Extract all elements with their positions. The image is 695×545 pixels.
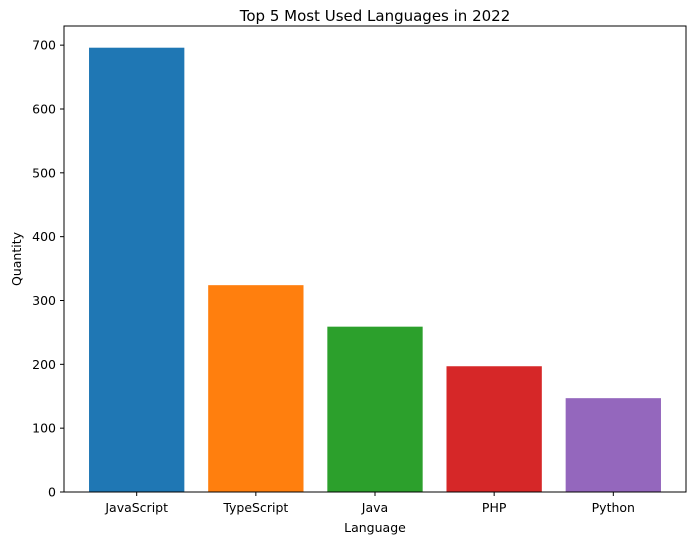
bar-javascript [89,47,185,493]
y-tick-label: 500 [32,165,56,180]
bar-python [565,398,661,492]
y-axis: 0 100 200 300 400 500 600 700 [32,38,64,500]
y-axis-label: Quantity [9,231,24,286]
x-tick-label: TypeScript [222,500,288,515]
x-tick-label: Java [361,500,388,515]
y-tick-label: 0 [48,485,56,500]
x-axis-label: Language [344,520,406,535]
y-tick-label: 400 [32,229,56,244]
y-tick-label: 700 [32,38,56,53]
chart-title: Top 5 Most Used Languages in 2022 [239,7,511,25]
y-tick-label: 300 [32,293,56,308]
x-tick-label: JavaScript [104,500,168,515]
bar-typescript [208,285,304,492]
bar-java [327,326,423,492]
bar-php [446,366,542,492]
x-tick-label: PHP [482,500,507,515]
x-tick-label: Python [592,500,635,515]
x-axis: JavaScript TypeScript Java PHP Python [104,492,635,515]
y-tick-label: 100 [32,421,56,436]
y-tick-label: 600 [32,101,56,116]
y-tick-label: 200 [32,357,56,372]
bars-group [89,47,661,493]
